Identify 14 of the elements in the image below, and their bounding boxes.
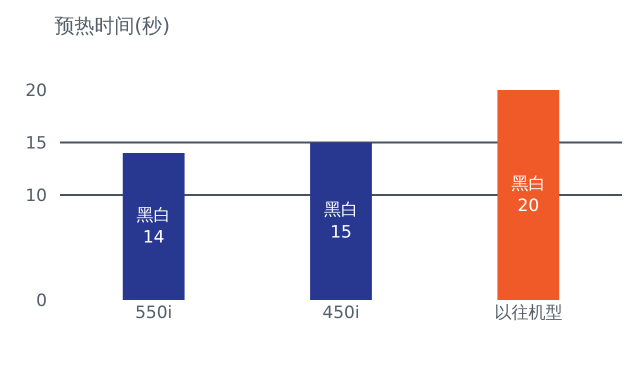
x-tick-label: 450i	[322, 303, 360, 323]
y-tick-label: 20	[25, 80, 47, 101]
data-label: 黑白 14	[136, 205, 171, 248]
bar	[122, 153, 185, 300]
bar	[497, 90, 560, 300]
y-tick-label: 15	[25, 133, 47, 154]
x-tick-label: 以往机型	[494, 303, 562, 323]
data-label: 黑白 15	[324, 200, 358, 242]
y-tick-label: 10	[25, 186, 47, 206]
y-tick-label: 0	[36, 290, 47, 311]
bar	[310, 142, 372, 300]
x-tick-label: 550i	[135, 303, 172, 323]
chart-title: 预热时间(秒)	[54, 14, 170, 38]
data-label: 黑白 20	[511, 174, 546, 216]
